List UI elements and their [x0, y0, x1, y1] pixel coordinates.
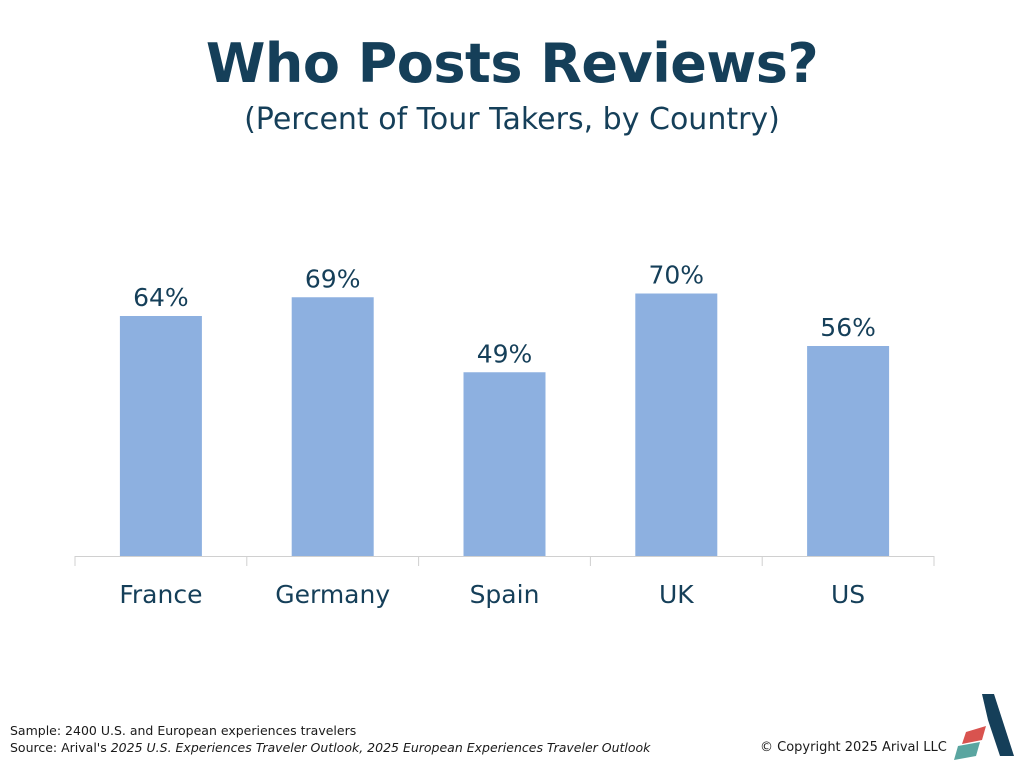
- logo-dark-shape: [982, 694, 1014, 756]
- chart-title: Who Posts Reviews?: [205, 32, 819, 95]
- bar-us: [807, 346, 890, 556]
- data-label-germany: 69%: [305, 264, 361, 293]
- bar-france: [119, 316, 202, 556]
- chart-subtitle: (Percent of Tour Takers, by Country): [244, 102, 780, 137]
- footer-notes: Sample: 2400 U.S. and European experienc…: [10, 722, 650, 756]
- category-label-france: France: [119, 580, 202, 609]
- data-label-france: 64%: [133, 283, 189, 312]
- category-label-germany: Germany: [275, 580, 390, 609]
- category-label-uk: UK: [659, 580, 694, 609]
- category-label-us: US: [831, 580, 865, 609]
- logo-teal-shape: [954, 742, 980, 760]
- logo-red-shape: [962, 726, 986, 744]
- arival-logo-icon: [954, 694, 1014, 760]
- data-label-spain: 49%: [477, 339, 533, 368]
- sample-note: Sample: 2400 U.S. and European experienc…: [10, 723, 357, 738]
- bar-chart: 64% 69% 49% 70% 56% France Germany Spain UK US: [74, 261, 935, 609]
- data-label-uk: 70%: [649, 261, 705, 290]
- bars-group: 64% 69% 49% 70% 56%: [119, 261, 890, 556]
- source-prefix: Source: Arival's: [10, 740, 111, 755]
- source-note: Source: Arival's 2025 U.S. Experiences T…: [10, 739, 650, 756]
- bar-uk: [635, 293, 718, 556]
- x-axis: France Germany Spain UK US: [74, 556, 935, 609]
- category-label-spain: Spain: [470, 580, 540, 609]
- source-titles: 2025 U.S. Experiences Traveler Outlook, …: [110, 740, 651, 755]
- bar-spain: [463, 372, 546, 556]
- bar-germany: [291, 297, 374, 556]
- data-label-us: 56%: [820, 313, 876, 342]
- copyright-text: © Copyright 2025 Arival LLC: [760, 740, 947, 755]
